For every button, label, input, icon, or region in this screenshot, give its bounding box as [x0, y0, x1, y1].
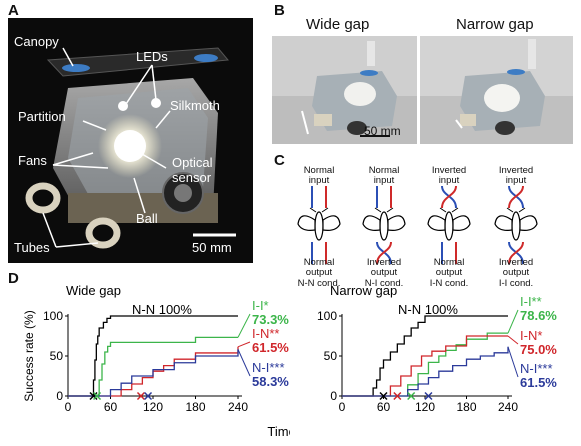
- label-sensor: sensor: [172, 170, 212, 185]
- series-label-nn: N-N 100%: [132, 302, 192, 317]
- x-tick-label: 120: [415, 400, 435, 414]
- series-label-name: I-I*: [252, 298, 269, 313]
- series-label-value: 78.6%: [520, 308, 557, 323]
- label-silkmoth: Silkmoth: [170, 98, 220, 113]
- label-scale-a: 50 mm: [192, 240, 232, 255]
- median-marker: [407, 391, 416, 401]
- x-tick-label: 240: [228, 400, 248, 414]
- series-label-name: N-I***: [252, 360, 285, 375]
- narrow-gap-illustration: [420, 36, 573, 144]
- x-tick-label: 240: [498, 400, 518, 414]
- x-tick-label: 180: [185, 400, 205, 414]
- x-tick-label: 120: [143, 400, 163, 414]
- y-tick-label: 100: [317, 309, 337, 323]
- median-marker: [136, 391, 145, 401]
- label-leds: LEDs: [136, 49, 168, 64]
- condition-name-label: I-N cond.: [429, 278, 469, 289]
- median-marker: [379, 391, 388, 401]
- label-optical: Optical: [172, 155, 213, 170]
- series-leader-line: [507, 346, 519, 378]
- series-label-name: I-I**: [520, 294, 542, 309]
- series-line-n-i: [68, 349, 239, 397]
- label-canopy: Canopy: [14, 34, 59, 49]
- condition-moth-diagram: [362, 186, 406, 265]
- median-marker: [424, 391, 433, 401]
- label-ball: Ball: [136, 211, 158, 226]
- chart-narrow-gap: Narrow gap 0 50 100 0 60 120 180 240 N-N 100% I-I*…: [290, 282, 581, 441]
- x-axis-label: Time (s): [267, 424, 290, 439]
- y-axis-label: Success rate (%): [22, 310, 36, 401]
- series-leader-line: [237, 313, 251, 338]
- y-tick-label: 0: [330, 389, 337, 403]
- median-marker: [393, 391, 402, 401]
- condition-output-label: Inverted output: [366, 257, 402, 278]
- series-label-value: 73.3%: [252, 312, 289, 327]
- chart-narrow-gap-svg: Narrow gap 0 50 100 0 60 120 180 240 N-N 100% I-I*…: [317, 283, 557, 414]
- chart-title: Narrow gap: [330, 283, 397, 298]
- panel-letter-a: A: [8, 2, 19, 19]
- median-marker: [144, 391, 153, 401]
- y-tick-label: 0: [56, 389, 63, 403]
- x-tick-label: 60: [104, 400, 118, 414]
- condition-input-label: Normal input: [303, 165, 335, 186]
- robot-illustration: [25, 47, 236, 249]
- condition-input-label: Inverted input: [431, 165, 467, 186]
- chart-wide-gap-svg: Wide gap Success rate (%) 0 50 100 0 60 120 180 2…: [22, 283, 315, 439]
- median-marker: [89, 391, 98, 401]
- series-leader-line: [507, 335, 519, 345]
- series-leader-line: [237, 341, 251, 348]
- x-tick-label: 60: [377, 400, 391, 414]
- condition-output-label: Normal output: [433, 257, 465, 278]
- series-label-name: N-I***: [520, 361, 553, 376]
- chart-wide-gap: Wide gap Success rate (%) 0 50 100 0 60 120 180 2…: [0, 282, 315, 441]
- label-tubes: Tubes: [14, 240, 50, 255]
- condition-moth-diagram: [427, 186, 471, 264]
- robot-photo: Canopy LEDs Partition Silkmoth Fans Opti…: [8, 18, 253, 263]
- series-line-i-i: [342, 332, 508, 397]
- condition-name-label: N-I cond.: [364, 278, 404, 289]
- condition-name-label: N-N cond.: [297, 278, 341, 289]
- label-fans: Fans: [18, 153, 47, 168]
- condition-moth-diagram: [297, 186, 341, 264]
- label-scale-b: 50 mm: [364, 124, 401, 138]
- x-tick-label: 0: [339, 400, 346, 414]
- photo-wide-gap: 50 mm: [272, 36, 417, 144]
- series-line-n-n: [68, 315, 238, 397]
- series-label-nn: N-N 100%: [398, 302, 458, 317]
- x-tick-label: 180: [456, 400, 476, 414]
- series-line-n-i: [342, 346, 509, 397]
- condition-input-label: Inverted input: [498, 165, 534, 186]
- series-leader-line: [507, 309, 519, 334]
- title-narrow-gap: Narrow gap: [456, 16, 534, 33]
- label-partition: Partition: [18, 109, 66, 124]
- condition-moth-diagram: [494, 186, 538, 265]
- series-line-i-i: [68, 336, 238, 397]
- panel-letter-b: B: [274, 2, 285, 19]
- wide-gap-illustration: [272, 36, 417, 144]
- chart-title: Wide gap: [66, 283, 121, 298]
- y-tick-label: 50: [324, 349, 338, 363]
- series-line-n-n: [342, 315, 508, 397]
- series-label-value: 61.5%: [252, 340, 289, 355]
- panel-letter-c: C: [274, 152, 285, 169]
- median-marker: [93, 391, 102, 401]
- series-label-value: 75.0%: [520, 342, 557, 357]
- y-tick-label: 100: [43, 309, 63, 323]
- series-leader-line: [237, 349, 251, 377]
- series-line-i-n: [342, 335, 508, 397]
- y-tick-label: 50: [50, 349, 64, 363]
- series-label-value: 61.5%: [520, 375, 557, 390]
- series-label-value: 58.3%: [252, 374, 289, 389]
- series-label-name: I-N**: [252, 326, 279, 341]
- title-wide-gap: Wide gap: [306, 16, 370, 33]
- condition-output-label: Normal output: [303, 257, 335, 278]
- condition-name-label: I-I cond.: [498, 278, 534, 289]
- condition-input-label: Normal input: [368, 165, 400, 186]
- condition-output-label: Inverted output: [498, 257, 534, 278]
- photo-narrow-gap: [420, 36, 573, 144]
- series-label-name: I-N*: [520, 328, 542, 343]
- panel-letter-d: D: [8, 270, 19, 287]
- x-tick-label: 0: [65, 400, 72, 414]
